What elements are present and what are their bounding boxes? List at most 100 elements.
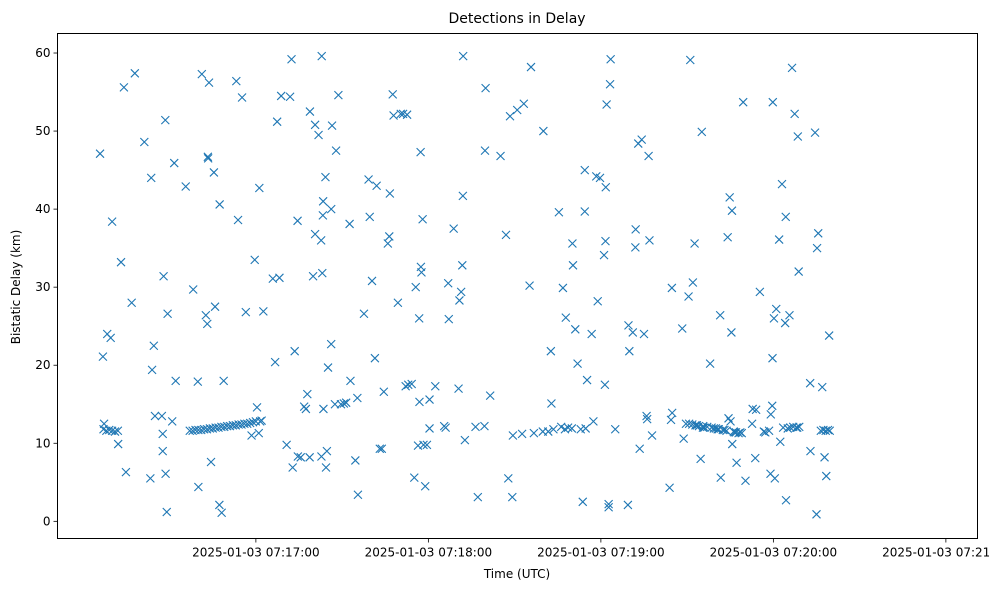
data-point [359,309,369,319]
data-point [254,428,264,438]
data-point [567,424,577,433]
data-point [748,404,758,414]
data-point [449,224,459,234]
data-point [416,147,426,157]
data-point [350,456,360,465]
data-point [322,446,332,456]
data-point [254,183,264,193]
data-point [158,446,168,456]
data-point [507,492,517,502]
data-point [767,401,777,411]
data-point [711,424,721,433]
data-point [805,378,815,388]
data-point [270,357,280,367]
data-point [171,376,181,386]
data-point [425,424,434,433]
data-point [517,429,527,439]
data-point [326,339,336,349]
data-point [197,69,207,79]
data-point [769,314,779,323]
y-tick-label: 60 [35,46,50,60]
data-point [580,207,590,216]
data-point [793,132,803,141]
data-point [282,440,292,450]
data-point [471,422,480,432]
data-point [806,446,815,456]
data-point [314,130,323,140]
data-point [741,476,750,486]
data-point [665,483,674,493]
data-point [425,395,434,404]
data-point [715,310,725,320]
data-point [242,419,252,429]
data-point [726,417,735,426]
data-point [624,321,633,330]
data-point [147,365,157,375]
data-point [215,200,225,209]
data-point [250,255,260,265]
data-point [301,404,311,414]
data-point [107,217,117,226]
data-point [503,474,513,483]
data-point [505,111,515,121]
data-point [792,423,802,433]
data-point [339,399,349,408]
data-point [457,260,467,270]
data-point [529,428,539,438]
data-point [206,457,216,467]
data-point [414,314,424,323]
data-point [288,463,298,472]
data-point [568,239,577,248]
data-point [113,426,123,436]
data-point [573,359,582,369]
data-point [193,377,203,387]
data-point [606,54,616,64]
data-point [600,380,610,390]
data-point [318,210,328,220]
data-point [310,120,320,130]
data-point [248,417,258,427]
data-point [543,427,553,436]
data-point [639,329,649,339]
x-axis: 2025-01-03 07:17:00 2025-01-03 07:18:00 20… [192,538,989,560]
data-point [204,78,214,88]
data-point [780,318,790,328]
data-point [538,126,548,136]
data-point [290,346,300,356]
data-point [113,439,123,449]
data-point [570,324,580,334]
data-point [237,93,247,102]
data-point [781,212,791,222]
data-point [480,421,489,431]
data-point [159,271,168,281]
data-point [146,173,156,183]
data-point [188,285,198,294]
data-point [696,454,706,464]
data-point [813,228,823,238]
data-point [305,107,315,116]
data-point [219,376,229,386]
data-point [163,309,173,319]
data-point [823,425,833,435]
data-point [233,215,243,225]
data-point [610,424,620,434]
data-point [346,376,355,386]
data-point [287,54,296,64]
data-point [458,51,468,61]
data-point [783,424,793,433]
data-point [645,235,654,245]
data-point [365,212,375,222]
data-point [705,359,715,369]
data-point [443,278,453,288]
data-point [251,417,261,426]
data-point [777,179,787,189]
y-tick-label: 40 [35,202,50,216]
data-point [496,151,505,161]
data-point [119,82,129,92]
data-point [821,471,831,481]
data-point [407,379,417,389]
data-point [508,431,518,440]
data-point [377,444,387,454]
